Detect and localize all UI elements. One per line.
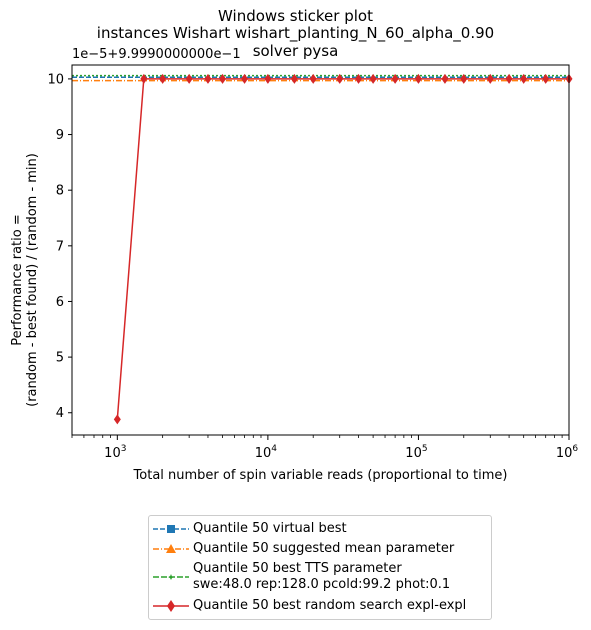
data-point-diamond xyxy=(204,73,212,84)
data-point-diamond xyxy=(505,73,513,84)
data-point-diamond xyxy=(140,73,148,84)
chart-title-line3: solver pysa xyxy=(252,42,339,60)
legend-item-best-tts: Quantile 50 best TTS parameter swe:48.0 … xyxy=(149,561,491,593)
x-tick-label: 105 xyxy=(405,444,427,461)
legend-item-suggested-mean: Quantile 50 suggested mean parameter xyxy=(149,541,491,557)
y-offset-label: 1e−5+9.9990000000e−1 xyxy=(72,47,241,62)
legend-marker-diamond xyxy=(153,600,189,612)
legend-label-best-tts-line2: swe:48.0 rep:128.0 pcold:99.2 phot:0.1 xyxy=(193,577,451,592)
data-point-diamond xyxy=(241,73,249,84)
plot-frame xyxy=(71,64,570,436)
y-tick-label: 5 xyxy=(56,351,64,366)
data-point-diamond xyxy=(219,73,227,84)
legend-marker-square xyxy=(153,525,189,533)
x-axis-label: Total number of spin variable reads (pro… xyxy=(133,468,508,483)
chart-title-line2: instances Wishart wishart_planting_N_60_… xyxy=(96,24,495,42)
y-tick-label: 7 xyxy=(56,239,64,254)
data-point-diamond xyxy=(309,73,317,84)
data-point-diamond xyxy=(336,73,344,84)
legend-marker-star xyxy=(153,574,189,580)
legend-marker-triangle xyxy=(153,544,189,553)
legend-item-virtual-best: Quantile 50 virtual best xyxy=(149,521,491,537)
chart-legend: Quantile 50 virtual best Quantile 50 sug… xyxy=(148,515,492,620)
y-tick-label: 4 xyxy=(56,406,64,421)
legend-label-random-search: Quantile 50 best random search expl-expl xyxy=(193,598,467,613)
data-point-diamond xyxy=(414,73,422,84)
y-tick-label: 10 xyxy=(47,72,64,87)
data-point-diamond xyxy=(355,73,363,84)
data-point-diamond xyxy=(460,73,468,84)
legend-label-suggested-mean: Quantile 50 suggested mean parameter xyxy=(193,541,455,556)
data-point-diamond xyxy=(185,73,193,84)
data-point-diamond xyxy=(486,73,494,84)
data-point-diamond xyxy=(264,73,272,84)
chart-plot-area: 4 5 6 7 8 9 10 103 104 105 106 xyxy=(47,64,579,461)
legend-label-virtual-best: Quantile 50 virtual best xyxy=(193,521,347,536)
chart-title-line1: Windows sticker plot xyxy=(218,7,373,25)
data-point-diamond xyxy=(542,73,550,84)
y-tick-label: 9 xyxy=(56,128,64,143)
y-tick-label: 8 xyxy=(56,184,64,199)
data-point-diamond xyxy=(113,414,121,425)
data-point-diamond xyxy=(441,73,449,84)
series-line-3 xyxy=(116,78,569,420)
data-point-diamond xyxy=(391,73,399,84)
legend-item-random-search: Quantile 50 best random search expl-expl xyxy=(149,598,491,614)
data-point-diamond xyxy=(159,73,167,84)
data-point-diamond xyxy=(369,73,377,84)
data-point-diamond xyxy=(290,73,298,84)
x-tick-label: 106 xyxy=(556,444,579,461)
data-point-diamond xyxy=(520,73,528,84)
x-tick-label: 104 xyxy=(255,444,278,461)
x-tick-label: 103 xyxy=(104,444,126,461)
legend-label-best-tts-line1: Quantile 50 best TTS parameter xyxy=(193,561,402,576)
y-tick-label: 6 xyxy=(56,295,64,310)
